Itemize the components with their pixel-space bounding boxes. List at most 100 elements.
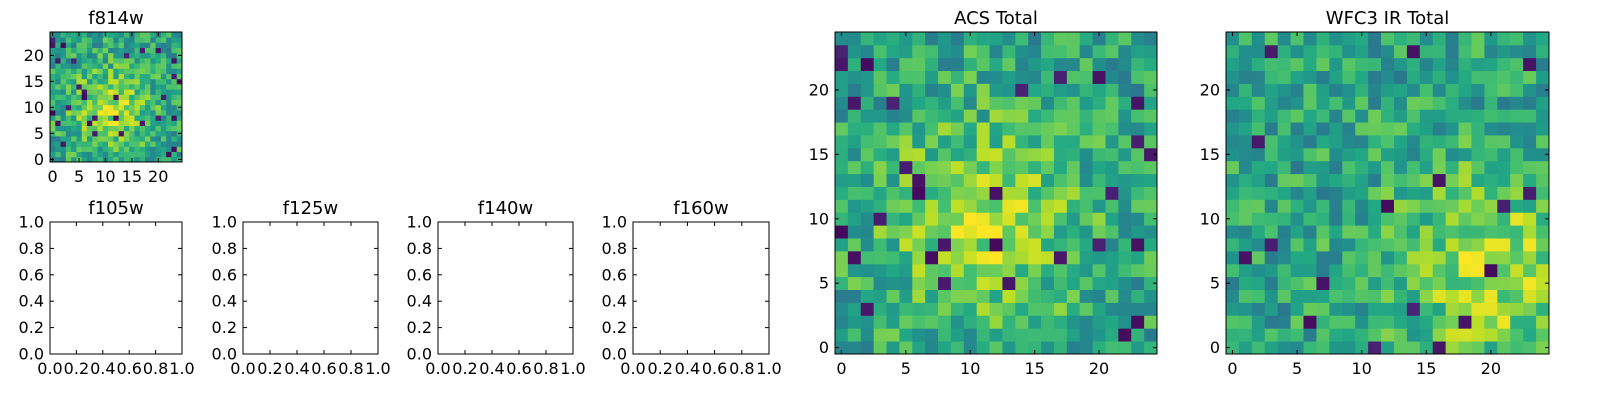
- heatmap-cell: [71, 130, 77, 137]
- heatmap-cell: [950, 263, 965, 278]
- heatmap-cell: [76, 94, 83, 100]
- heatmap-cell: [60, 37, 67, 43]
- heatmap-cell: [1406, 328, 1421, 342]
- heatmap-cell: [1144, 57, 1158, 72]
- heatmap-cell: [1406, 109, 1421, 123]
- heatmap-cell: [1303, 212, 1317, 226]
- heatmap-cell: [123, 156, 130, 163]
- heatmap-cell: [176, 141, 183, 147]
- heatmap-cell: [166, 52, 172, 59]
- heatmap-cell: [1092, 238, 1106, 252]
- heatmap-cell: [912, 109, 926, 123]
- heatmap-cell: [1226, 57, 1240, 72]
- heatmap-cell: [1002, 122, 1016, 136]
- heatmap-cell: [1251, 160, 1266, 175]
- heatmap-cell: [166, 125, 172, 132]
- heatmap-cell: [145, 125, 151, 132]
- heatmap-cell: [134, 58, 141, 64]
- heatmap-cell: [108, 156, 114, 163]
- heatmap-cell: [1381, 315, 1395, 329]
- heatmap-cell: [912, 32, 926, 46]
- heatmap-cell: [1419, 263, 1434, 278]
- heatmap-cell: [86, 156, 93, 163]
- heatmap-cell: [860, 263, 875, 278]
- heatmap-cell: [1041, 173, 1055, 187]
- y-tick-label: 20: [1200, 80, 1220, 99]
- x-tick-label: 5: [901, 359, 911, 378]
- heatmap-cell: [145, 146, 151, 152]
- heatmap-cell: [108, 125, 114, 132]
- heatmap-cell: [1471, 122, 1485, 136]
- heatmap-cell: [873, 109, 887, 123]
- heatmap-cell: [1523, 212, 1537, 226]
- x-tick-label: 0: [48, 167, 58, 186]
- heatmap-cell: [1329, 147, 1343, 162]
- heatmap-cell: [989, 57, 1003, 72]
- heatmap-cell: [176, 84, 183, 90]
- heatmap-cell: [76, 89, 83, 95]
- heatmap-cell: [1066, 109, 1081, 123]
- heatmap-cell: [1510, 122, 1524, 136]
- heatmap-cell: [1458, 315, 1472, 329]
- heatmap-cell: [1118, 302, 1132, 316]
- heatmap-cell: [1342, 44, 1356, 59]
- heatmap-cell: [1066, 186, 1081, 200]
- heatmap-cell: [886, 315, 900, 329]
- heatmap-cell: [912, 212, 926, 226]
- heatmap-cell: [150, 104, 156, 111]
- x-tick-label: 0.8: [143, 359, 168, 378]
- heatmap-cell: [1368, 83, 1382, 97]
- heatmap-cell: [1053, 289, 1068, 303]
- heatmap-cell: [1536, 199, 1550, 213]
- heatmap-cell: [1131, 83, 1145, 97]
- heatmap-cell: [1316, 199, 1330, 213]
- heatmap-cell: [1079, 186, 1093, 200]
- heatmap-cell: [1118, 109, 1132, 123]
- heatmap-cell: [176, 146, 183, 152]
- heatmap-cell: [1523, 250, 1537, 265]
- heatmap-cell: [1471, 225, 1485, 239]
- heatmap-cell: [886, 96, 900, 110]
- heatmap-cell: [989, 238, 1003, 252]
- heatmap-cell: [1406, 147, 1421, 162]
- heatmap-cell: [129, 130, 135, 137]
- heatmap-cell: [81, 136, 88, 142]
- x-tick-label: 0.4: [479, 359, 504, 378]
- heatmap-cell: [145, 110, 151, 116]
- heatmap-cell: [1368, 225, 1382, 239]
- heatmap-cell: [1264, 70, 1279, 84]
- heatmap-cell: [886, 44, 900, 59]
- heatmap-cell: [1144, 83, 1158, 97]
- heatmap-cell: [1497, 341, 1511, 355]
- heatmap-cell: [1393, 160, 1408, 175]
- heatmap-cell: [1105, 238, 1119, 252]
- heatmap-cell: [1381, 328, 1395, 342]
- axes-frame: [1225, 31, 1550, 355]
- heatmap-cell: [60, 73, 67, 80]
- y-tick-label: 15: [809, 145, 829, 164]
- heatmap-cell: [176, 89, 183, 95]
- heatmap-cell: [1251, 199, 1266, 213]
- heatmap-cell: [134, 52, 141, 59]
- heatmap-cell: [166, 68, 172, 74]
- heatmap-cell: [1329, 109, 1343, 123]
- heatmap-cell: [1290, 83, 1304, 97]
- heatmap-cell: [145, 37, 151, 43]
- y-tick-label: 0.0: [407, 345, 432, 364]
- heatmap-cell: [1226, 135, 1240, 149]
- heatmap-cell: [145, 130, 151, 137]
- heatmap-cell: [1079, 238, 1093, 252]
- heatmap-cell: [899, 96, 913, 110]
- heatmap-cell: [55, 89, 61, 95]
- heatmap-cell: [963, 32, 978, 46]
- y-tick-label: 1.0: [407, 213, 432, 232]
- heatmap-cell: [1028, 70, 1042, 84]
- heatmap-cell: [1079, 57, 1093, 72]
- heatmap-cell: [50, 141, 56, 147]
- heatmap-cell: [113, 84, 120, 90]
- heatmap-cell: [166, 84, 172, 90]
- heatmap-cell: [1329, 250, 1343, 265]
- heatmap-cell: [835, 173, 849, 187]
- x-tick-label: 0.4: [675, 359, 700, 378]
- heatmap-cell: [160, 141, 167, 147]
